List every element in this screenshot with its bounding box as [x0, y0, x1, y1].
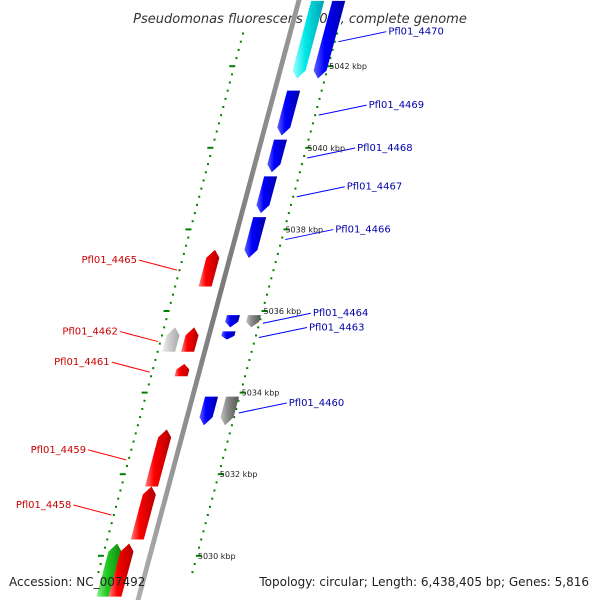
feature-block[interactable]: [162, 327, 180, 352]
tick-label: 5036 kbp: [264, 307, 302, 316]
gene-arrow[interactable]: [225, 315, 240, 328]
genome-backbone: [135, 0, 302, 600]
gene-label[interactable]: Pfl01_4461: [54, 357, 110, 368]
gene-arrow[interactable]: [256, 176, 278, 214]
gene-arrow[interactable]: [198, 249, 220, 287]
tick-layer: 5030 kbp 5032 kbp 5034 kbp 5036 kbp 5038 kbp…: [198, 62, 367, 561]
gene-label-layer: Pfl01_4470 Pfl01_4469 Pfl01_4468 Pfl01_4467…: [16, 27, 444, 516]
tick-label: 5034 kbp: [242, 389, 280, 398]
gene-label[interactable]: Pfl01_4467: [347, 182, 403, 193]
tick-dots: [97, 32, 338, 574]
tick-label: 5038 kbp: [285, 225, 323, 234]
gene-label-leader: [338, 31, 387, 43]
gene-label[interactable]: Pfl01_4470: [388, 27, 444, 38]
gene-arrow[interactable]: [292, 0, 325, 79]
gene-arrow[interactable]: [267, 139, 288, 173]
gene-label-leader: [238, 402, 287, 414]
gene-label[interactable]: Pfl01_4469: [369, 100, 425, 111]
gene-arrow[interactable]: [181, 327, 199, 352]
tick-label: 5042 kbp: [329, 62, 367, 71]
gene-label[interactable]: Pfl01_4463: [309, 322, 365, 333]
feature-layer: [96, 0, 346, 597]
tick-label: 5030 kbp: [198, 552, 236, 561]
gene-label[interactable]: Pfl01_4459: [31, 445, 87, 456]
gene-label[interactable]: Pfl01_4468: [357, 143, 413, 154]
feature-block[interactable]: [220, 396, 240, 426]
feature-block[interactable]: [246, 315, 261, 328]
backbone-line: [135, 0, 302, 600]
gene-label-leader: [111, 361, 150, 373]
gene-arrow[interactable]: [174, 364, 190, 377]
accession-text: Accession: NC_007492: [9, 575, 145, 589]
gene-arrow[interactable]: [130, 486, 156, 540]
gene-label-leader: [318, 104, 367, 116]
gene-label[interactable]: Pfl01_4458: [16, 500, 72, 511]
gene-label[interactable]: Pfl01_4462: [62, 327, 118, 338]
gene-label-leader: [285, 229, 334, 241]
gene-arrow[interactable]: [221, 331, 236, 340]
gene-label-leader: [296, 186, 345, 198]
gene-arrow[interactable]: [277, 90, 301, 136]
gene-arrow[interactable]: [244, 217, 267, 258]
gene-label-leader: [262, 312, 311, 324]
gene-layer: [130, 0, 325, 540]
gene-label-leader: [119, 331, 159, 343]
gene-label-leader: [258, 326, 308, 338]
tick-label: 5040 kbp: [307, 144, 345, 153]
feature-block[interactable]: [313, 0, 346, 79]
feature-block[interactable]: [96, 543, 122, 597]
gene-label-leader: [138, 259, 178, 271]
gene-arrow[interactable]: [199, 396, 219, 426]
tick-label: 5032 kbp: [220, 470, 258, 479]
gene-label-leader: [307, 147, 356, 159]
map-title: Pseudomonas fluorescens Pf0-1, complete …: [133, 12, 467, 27]
gene-arrow[interactable]: [144, 429, 172, 487]
feature-block[interactable]: [108, 543, 134, 597]
gene-label[interactable]: Pfl01_4465: [82, 255, 138, 266]
gene-label[interactable]: Pfl01_4460: [289, 398, 345, 409]
topology-text: Topology: circular; Length: 6,438,405 bp…: [258, 575, 589, 589]
gene-label-leader: [88, 449, 127, 461]
gene-label-leader: [73, 504, 112, 516]
gene-label[interactable]: Pfl01_4466: [335, 225, 391, 236]
gene-label[interactable]: Pfl01_4464: [313, 308, 369, 319]
